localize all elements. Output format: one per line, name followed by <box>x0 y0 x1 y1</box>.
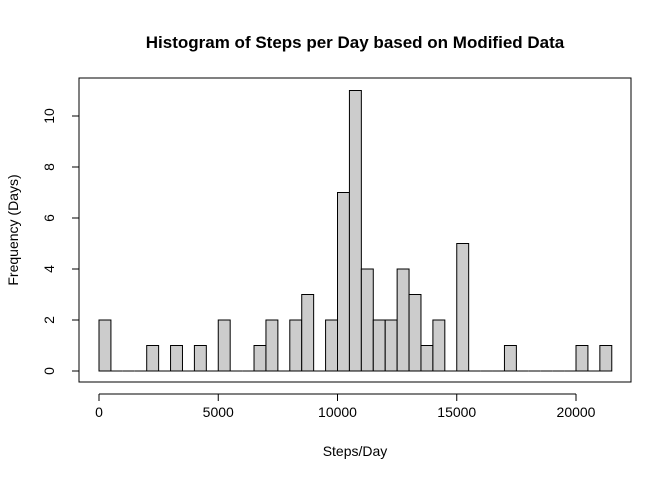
histogram-bar <box>456 243 470 372</box>
y-tick-label: 10 <box>41 108 57 124</box>
x-tick-label: 15000 <box>437 404 476 420</box>
x-tick-label: 20000 <box>557 404 596 420</box>
x-axis: 0 5000 10000 15000 20000 <box>95 393 596 420</box>
x-axis-label: Steps/Day <box>323 443 388 459</box>
x-tick-label: 10000 <box>318 404 357 420</box>
histogram-bar <box>599 345 613 372</box>
histogram-bar <box>384 319 398 372</box>
histogram-bar <box>575 345 589 372</box>
histogram-bar <box>253 345 267 372</box>
histogram-bar <box>396 268 410 372</box>
histogram-bar <box>98 319 112 372</box>
y-axis: 0 2 4 6 8 10 <box>41 108 80 375</box>
histogram-bar <box>193 345 207 372</box>
histogram-bar <box>503 345 517 372</box>
y-axis-label: Frequency (Days) <box>5 174 21 285</box>
histogram-bar <box>372 319 386 372</box>
histogram-bar <box>325 319 339 372</box>
x-tick-label: 0 <box>95 404 103 420</box>
y-tick-label: 2 <box>41 316 57 324</box>
histogram-bar <box>265 319 279 372</box>
bars-group <box>98 90 613 372</box>
histogram-bar <box>408 294 422 372</box>
histogram-bar <box>289 319 303 372</box>
x-tick-label: 5000 <box>203 404 234 420</box>
y-tick-label: 6 <box>41 214 57 222</box>
y-tick-label: 8 <box>41 163 57 171</box>
histogram-bar <box>360 268 374 372</box>
histogram-bar <box>217 319 231 372</box>
histogram-bar <box>170 345 183 372</box>
histogram-bar <box>432 319 446 372</box>
histogram-bar <box>348 90 362 372</box>
histogram-bar <box>146 345 160 372</box>
y-tick-label: 4 <box>41 265 57 273</box>
chart-title: Histogram of Steps per Day based on Modi… <box>146 33 565 52</box>
histogram-bar <box>337 192 350 372</box>
histogram-bar <box>301 294 315 372</box>
histogram-bar <box>420 345 434 372</box>
y-tick-label: 0 <box>41 367 57 375</box>
